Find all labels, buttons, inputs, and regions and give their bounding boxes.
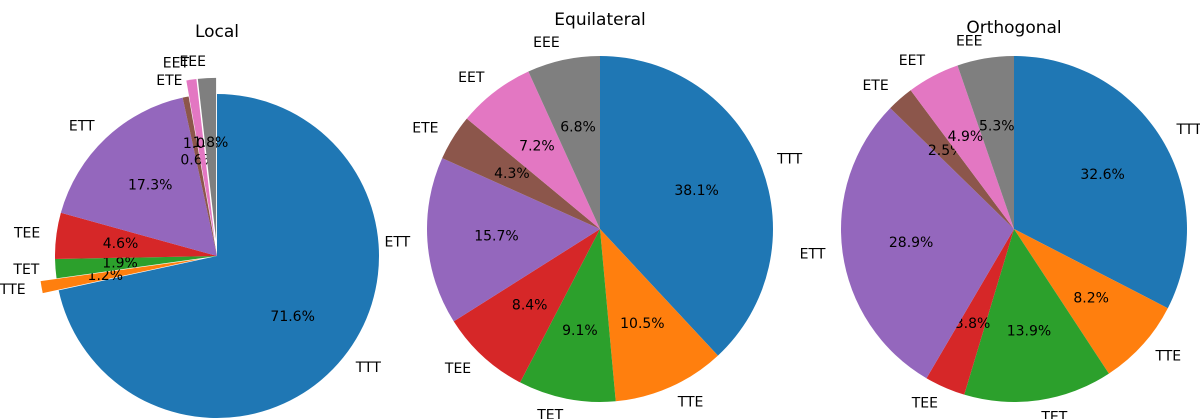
pie-equilateral-label-eee: EEE bbox=[533, 35, 560, 51]
pie-equilateral-pct-ttt: 38.1% bbox=[674, 183, 718, 199]
pie-local-label-ete: ETE bbox=[156, 73, 182, 89]
pie-equilateral-slice-tte bbox=[600, 229, 718, 402]
pie-orthogonal-slice-tee bbox=[926, 229, 1014, 395]
pie-equilateral-label-tee: TEE bbox=[444, 361, 471, 377]
pie-local-slice-eet bbox=[186, 79, 215, 240]
pie-local-pct-ttt: 71.6% bbox=[270, 309, 314, 325]
pie-local-slice-eee bbox=[197, 77, 217, 240]
pie-local-label-tte: TTE bbox=[0, 282, 26, 298]
pie-equilateral-slice-tee bbox=[453, 229, 600, 383]
pie-equilateral-pct-tte: 10.5% bbox=[620, 316, 664, 332]
pie-orthogonal-slice-ett bbox=[841, 108, 1014, 379]
pie-orthogonal-pct-tet: 13.9% bbox=[1007, 324, 1051, 340]
pie-orthogonal-pct-eee: 5.3% bbox=[979, 119, 1015, 135]
pie-local-slice-ett bbox=[60, 97, 217, 257]
pie-equilateral-label-tte: TTE bbox=[677, 395, 704, 411]
pie-local-pct-eee: 1.8% bbox=[193, 135, 229, 151]
pie-orthogonal-slice-tet bbox=[964, 229, 1109, 402]
pie-local-slice-ttt bbox=[58, 94, 380, 418]
pie-equilateral-label-tet: TET bbox=[536, 408, 563, 419]
pie-local-label-tet: TET bbox=[12, 262, 39, 278]
pie-equilateral-pct-eee: 6.8% bbox=[560, 120, 596, 136]
pie-equilateral-pct-eet: 7.2% bbox=[519, 139, 555, 155]
pie-equilateral-pct-tet: 9.1% bbox=[562, 323, 598, 339]
pie-orthogonal-slice-tte bbox=[1014, 229, 1168, 374]
pie-local-label-eee: EEE bbox=[179, 54, 206, 70]
pie-orthogonal-pct-eet: 4.9% bbox=[948, 129, 984, 145]
pie-title-orthogonal: Orthogonal bbox=[966, 18, 1061, 38]
pie-equilateral: Equilateral 38.1% TTT 10.5% TTE 9.1% TET 8.4% TE… bbox=[384, 10, 802, 419]
pie-equilateral-slice-ete bbox=[442, 118, 600, 229]
pie-equilateral-slice-ttt bbox=[600, 56, 774, 356]
pie-equilateral-label-ttt: TTT bbox=[776, 151, 803, 167]
pie-orthogonal-slice-ttt bbox=[1014, 56, 1187, 309]
pie-orthogonal-slice-ete bbox=[890, 90, 1014, 229]
pie-orthogonal-slice-eet bbox=[910, 65, 1014, 229]
pie-local-slice-tte bbox=[40, 258, 202, 294]
pie-equilateral-label-ete: ETE bbox=[412, 120, 438, 136]
pie-local-pct-ett: 17.3% bbox=[128, 177, 172, 193]
pie-title-equilateral: Equilateral bbox=[554, 10, 645, 30]
pie-orthogonal-pct-tee: 3.8% bbox=[955, 316, 991, 332]
pie-equilateral-pct-tee: 8.4% bbox=[512, 297, 548, 313]
pie-orthogonal-pct-ttt: 32.6% bbox=[1080, 167, 1124, 183]
pie-orthogonal: Orthogonal 32.6% TTT 8.2% TTE 13.9% TET 3.8% TEE… bbox=[800, 18, 1200, 419]
pie-equilateral-slice-tet bbox=[520, 229, 616, 402]
pie-local-label-ttt: TTT bbox=[355, 360, 382, 376]
pie-orthogonal-label-tet: TET bbox=[1040, 409, 1067, 419]
pie-orthogonal-label-tee: TEE bbox=[911, 395, 938, 411]
pie-equilateral-label-ett: ETT bbox=[384, 234, 410, 250]
pie-local-slice-tet bbox=[55, 256, 217, 279]
pie-equilateral-pct-ete: 4.3% bbox=[494, 166, 530, 182]
pie-local-slice-tee bbox=[55, 212, 217, 260]
pie-title-local: Local bbox=[195, 22, 239, 42]
pie-orthogonal-pct-ett: 28.9% bbox=[889, 235, 933, 251]
pie-orthogonal-slice-eee bbox=[957, 56, 1014, 229]
pie-equilateral-label-eet: EET bbox=[458, 70, 485, 86]
pie-equilateral-slice-eee bbox=[528, 56, 600, 229]
pie-local-slice-ete bbox=[182, 96, 217, 256]
pie-local-pct-tet: 1.9% bbox=[102, 256, 138, 272]
pie-local-pct-tee: 4.6% bbox=[103, 236, 139, 252]
pie-equilateral-pct-ett: 15.7% bbox=[474, 228, 518, 244]
pie-orthogonal-label-eet: EET bbox=[899, 53, 926, 69]
pie-orthogonal-label-eee: EEE bbox=[956, 33, 983, 49]
pie-orthogonal-label-ete: ETE bbox=[862, 78, 888, 94]
pie-local-label-eet: EET bbox=[163, 56, 190, 72]
pie-local-label-tee: TEE bbox=[13, 226, 40, 242]
pie-local-label-ett: ETT bbox=[69, 118, 95, 134]
pie-equilateral-slice-eet bbox=[466, 71, 600, 229]
pie-local: Local71.6%TTT1.2%TTE1.9%TET4.6%TEE17.3%E… bbox=[0, 22, 381, 418]
pie-orthogonal-pct-tte: 8.2% bbox=[1073, 290, 1109, 306]
pie-equilateral-slice-ett bbox=[427, 158, 600, 322]
pie-orthogonal-label-tte: TTE bbox=[1154, 348, 1181, 364]
pie-orthogonal-label-ett: ETT bbox=[800, 246, 826, 262]
pie-orthogonal-label-ttt: TTT bbox=[1175, 122, 1200, 138]
